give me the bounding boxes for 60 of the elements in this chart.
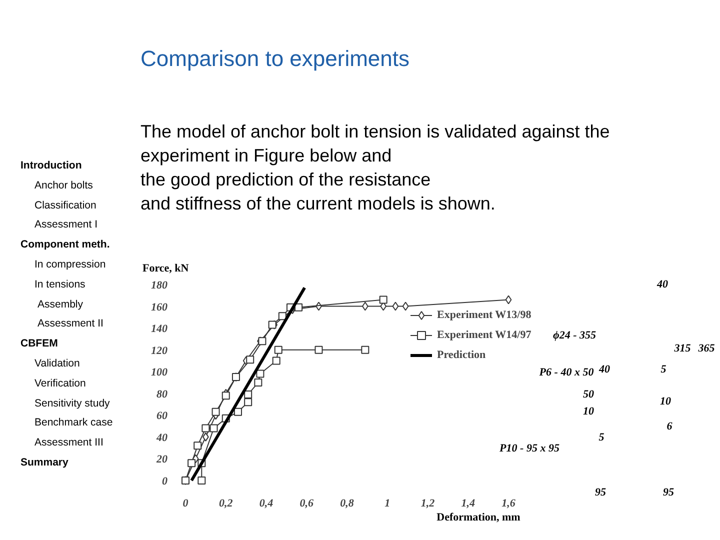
text: 10 [583, 406, 594, 418]
text: Verification [34, 378, 86, 390]
text: CBFEM [20, 338, 58, 350]
y-tick-label: 60 [156, 410, 168, 422]
text: 95 [595, 486, 606, 498]
text: The model of anchor bolt in tension is validated against the [140, 122, 610, 142]
y-tick-label: 160 [151, 301, 168, 314]
text: Classification [34, 200, 97, 212]
x-tick-label: 0,4 [259, 498, 274, 510]
y-tick-label: 100 [151, 366, 168, 379]
text: Assessment III [34, 436, 104, 448]
text: P6 - 40 x 50 [539, 366, 594, 378]
text: 5 [598, 432, 605, 444]
y-tick-label: 20 [156, 454, 168, 466]
x-tick-label: 0,2 [219, 498, 234, 510]
x-tick-label: 0,6 [300, 498, 314, 510]
y-tick-label: 40 [156, 432, 168, 444]
text: Anchor bolts [34, 180, 93, 192]
y-tick-label: 80 [156, 388, 168, 400]
text: Introduction [20, 160, 82, 172]
text: Sensitivity study [34, 398, 111, 410]
text: 6 [666, 420, 673, 432]
x-tick-label: 1 [384, 498, 390, 510]
y-tick-label: 120 [151, 344, 168, 357]
x-tick-label: 0,8 [340, 498, 354, 510]
text: experiment in Figure below and [140, 146, 392, 166]
x-tick-label: 1,2 [420, 498, 436, 510]
legend-label: Experiment W14/97 [437, 329, 532, 341]
text: Assessment II [38, 318, 104, 330]
x-tick-label: 1,6 [502, 498, 516, 510]
text: Summary [20, 456, 69, 468]
text: the good prediction of the resistance [140, 170, 431, 190]
legend-label: Experiment W13/98 [437, 309, 532, 321]
text: 5 [660, 364, 667, 376]
text: 40 [656, 278, 668, 290]
text: Validation [34, 358, 80, 370]
text: Benchmark case [34, 416, 113, 428]
y-axis-title: Force, kN [142, 262, 189, 274]
text: 365 [697, 342, 716, 354]
x-tick-label: 1,4 [461, 498, 476, 510]
legend-label: Prediction [437, 349, 486, 361]
text: 40 [598, 364, 610, 376]
x-tick-label: 0 [182, 498, 189, 510]
x-axis-title: Deformation, mm [436, 512, 520, 524]
y-tick-label: 0 [162, 476, 168, 488]
chart-title: Comparison to experiments [140, 46, 410, 71]
text: 10 [660, 396, 672, 408]
text: Component meth. [20, 238, 110, 250]
y-tick-label: 140 [151, 323, 168, 336]
text: 95 [663, 486, 674, 498]
text: 50 [583, 388, 594, 400]
text: Assembly [38, 298, 84, 310]
y-tick-label: 180 [151, 280, 168, 292]
text: In tensions [34, 278, 86, 290]
text: In compression [34, 258, 106, 270]
text: Assessment I [34, 218, 98, 230]
text: and stiffness of the current models is shown. [140, 194, 496, 214]
text: 315 [673, 342, 692, 354]
annotation: P10 - 95 x 95 [500, 442, 560, 454]
text: ϕ24 - 355 [552, 330, 597, 342]
